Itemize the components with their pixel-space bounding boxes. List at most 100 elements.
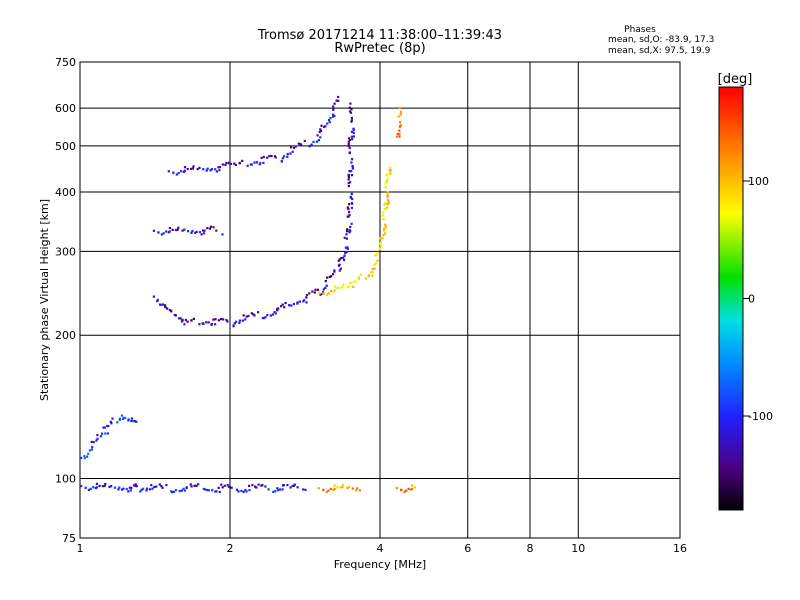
data-point <box>124 416 127 419</box>
data-point <box>238 161 241 164</box>
data-point <box>314 288 317 291</box>
x-axis-label: Frequency [MHz] <box>334 558 426 571</box>
data-point <box>368 274 371 277</box>
data-point <box>178 490 181 493</box>
data-point <box>332 105 335 108</box>
data-point <box>198 231 201 234</box>
data-point <box>290 146 293 149</box>
data-point <box>187 230 190 233</box>
data-point <box>346 487 349 490</box>
data-point <box>183 489 186 492</box>
data-point <box>283 155 286 158</box>
data-point <box>264 316 267 319</box>
data-point <box>218 169 221 172</box>
chart-subtitle: RwPretec (8p) <box>334 41 425 56</box>
data-point <box>386 191 389 194</box>
data-point <box>111 417 114 420</box>
data-point <box>337 99 340 102</box>
data-point <box>178 317 181 320</box>
data-point <box>164 304 167 307</box>
data-point <box>90 448 93 451</box>
data-point <box>248 484 251 487</box>
data-point <box>348 231 351 234</box>
data-point <box>350 281 353 284</box>
data-point <box>135 420 138 423</box>
data-point <box>348 170 351 173</box>
data-point <box>160 303 163 306</box>
data-point <box>350 108 353 111</box>
phases-mean-x: mean, sd,X: 97.5, 19.9 <box>608 46 711 56</box>
data-point <box>328 121 331 124</box>
data-point <box>395 487 398 490</box>
data-point <box>240 489 243 492</box>
data-point <box>101 485 104 488</box>
data-point <box>322 288 325 291</box>
data-point <box>346 228 349 231</box>
data-point <box>398 125 402 128</box>
data-point <box>354 280 357 283</box>
data-point <box>181 318 184 321</box>
data-point <box>266 156 269 159</box>
data-point <box>341 286 344 289</box>
data-point <box>96 437 99 440</box>
data-point <box>319 128 322 131</box>
data-point <box>215 229 218 232</box>
data-point <box>257 311 260 314</box>
data-point <box>352 129 355 132</box>
data-point <box>385 181 388 184</box>
data-point <box>198 166 201 169</box>
data-point <box>282 484 285 487</box>
data-point <box>382 218 385 221</box>
x-tick-label: 2 <box>227 542 234 555</box>
data-point <box>175 173 178 176</box>
data-point <box>217 319 220 322</box>
data-point <box>266 314 269 317</box>
data-point <box>316 134 319 137</box>
data-point <box>320 124 323 127</box>
data-point <box>248 489 251 492</box>
data-point <box>345 233 348 236</box>
data-point <box>344 246 347 249</box>
data-point <box>353 280 356 283</box>
y-tick-label: 750 <box>55 56 76 69</box>
data-point <box>351 487 354 490</box>
data-point <box>130 417 134 420</box>
data-point <box>389 170 392 173</box>
data-point <box>297 142 300 145</box>
data-point <box>281 303 284 306</box>
data-point <box>290 304 293 307</box>
data-point <box>84 486 87 489</box>
data-point <box>195 484 198 487</box>
data-point <box>347 215 350 218</box>
data-point <box>383 227 386 230</box>
data-point <box>221 163 224 166</box>
data-point <box>152 229 155 232</box>
data-point <box>358 277 361 281</box>
data-point <box>303 299 306 302</box>
data-point <box>192 317 195 320</box>
data-point <box>172 490 176 493</box>
data-point <box>364 277 367 280</box>
data-point <box>103 484 106 488</box>
data-point <box>382 211 385 214</box>
data-point <box>155 485 158 488</box>
data-point <box>292 484 295 487</box>
data-point <box>145 489 148 492</box>
data-point <box>386 206 389 209</box>
data-point <box>132 484 136 487</box>
data-point <box>165 230 168 233</box>
data-point <box>400 488 403 491</box>
data-point <box>373 254 377 257</box>
colorbar-label: [deg] <box>718 72 753 87</box>
phases-title: Phases <box>624 25 656 35</box>
data-point <box>347 142 350 146</box>
data-point <box>349 281 352 284</box>
data-point <box>349 195 352 198</box>
data-point <box>345 237 348 240</box>
data-point <box>352 285 355 288</box>
data-point <box>277 307 280 310</box>
data-point <box>305 296 308 299</box>
data-point <box>311 290 314 293</box>
data-point <box>180 489 183 492</box>
